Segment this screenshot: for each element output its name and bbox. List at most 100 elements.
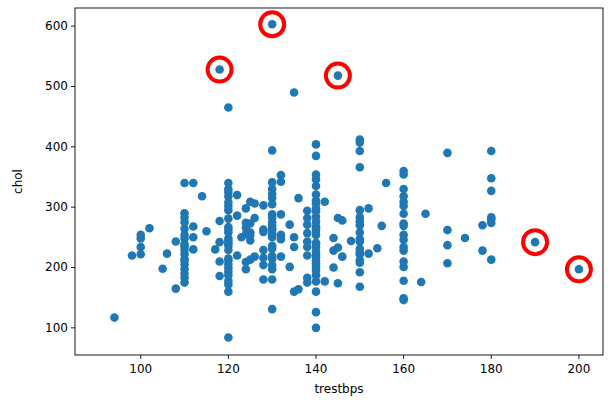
point bbox=[268, 146, 277, 155]
point bbox=[189, 245, 198, 254]
point bbox=[277, 171, 286, 180]
point bbox=[364, 204, 373, 213]
point bbox=[303, 237, 312, 246]
y-tick bbox=[71, 207, 75, 208]
point bbox=[268, 210, 277, 219]
point bbox=[487, 174, 496, 183]
point bbox=[303, 229, 312, 238]
point bbox=[312, 140, 321, 149]
point bbox=[285, 263, 294, 272]
x-tick bbox=[315, 355, 316, 359]
point bbox=[189, 233, 198, 242]
point bbox=[487, 255, 496, 264]
point bbox=[224, 223, 233, 232]
point bbox=[180, 179, 189, 188]
highlight-ring bbox=[326, 64, 350, 88]
point bbox=[575, 265, 584, 274]
point bbox=[250, 252, 259, 261]
y-axis-label: chol bbox=[11, 169, 25, 194]
point bbox=[250, 214, 259, 223]
point bbox=[211, 245, 220, 254]
point bbox=[338, 216, 347, 225]
point bbox=[421, 209, 430, 218]
point bbox=[443, 259, 452, 268]
x-tick bbox=[578, 355, 579, 359]
point bbox=[215, 65, 224, 74]
point bbox=[478, 221, 487, 230]
data-group bbox=[110, 12, 591, 342]
point bbox=[329, 263, 338, 272]
point bbox=[215, 238, 224, 247]
point bbox=[277, 231, 286, 240]
point bbox=[215, 272, 224, 281]
point bbox=[290, 243, 299, 252]
point bbox=[215, 257, 224, 266]
point bbox=[250, 199, 259, 208]
point bbox=[364, 249, 373, 258]
point bbox=[399, 294, 408, 303]
point bbox=[294, 194, 303, 203]
point bbox=[329, 234, 338, 243]
y-tick-label: 600 bbox=[45, 19, 68, 33]
y-tick-label: 200 bbox=[45, 260, 68, 274]
point bbox=[145, 224, 154, 233]
point bbox=[338, 252, 347, 261]
series bbox=[110, 20, 583, 342]
point bbox=[356, 268, 365, 277]
chart: 100120140160180200100200300400500600tres… bbox=[0, 0, 613, 410]
point bbox=[163, 249, 172, 258]
point bbox=[399, 231, 408, 240]
point bbox=[312, 190, 321, 199]
x-axis-label: trestbps bbox=[314, 382, 363, 396]
point bbox=[373, 244, 382, 253]
point bbox=[259, 246, 268, 255]
point bbox=[356, 135, 365, 144]
point bbox=[259, 275, 268, 284]
point bbox=[312, 152, 321, 161]
point bbox=[158, 264, 167, 273]
point bbox=[312, 287, 321, 296]
point bbox=[399, 257, 408, 266]
point bbox=[180, 209, 189, 218]
y-tick-label: 400 bbox=[45, 140, 68, 154]
point bbox=[224, 103, 233, 112]
point bbox=[224, 333, 233, 342]
point bbox=[171, 284, 180, 293]
point bbox=[277, 210, 286, 219]
point bbox=[312, 308, 321, 317]
point bbox=[334, 243, 343, 252]
point bbox=[320, 197, 329, 206]
point bbox=[478, 246, 487, 255]
y-tick bbox=[71, 26, 75, 27]
point bbox=[356, 147, 365, 156]
point bbox=[382, 179, 391, 188]
point bbox=[259, 225, 268, 234]
point bbox=[259, 254, 268, 263]
point bbox=[171, 237, 180, 246]
point bbox=[268, 241, 277, 250]
point bbox=[443, 241, 452, 250]
point bbox=[487, 147, 496, 156]
y-tick bbox=[71, 86, 75, 87]
plot-frame bbox=[75, 8, 603, 355]
y-tick bbox=[71, 327, 75, 328]
point bbox=[136, 243, 145, 252]
point bbox=[356, 283, 365, 292]
point bbox=[233, 251, 242, 260]
x-tick-label: 120 bbox=[217, 362, 240, 376]
point bbox=[110, 313, 119, 322]
point bbox=[399, 209, 408, 218]
point bbox=[268, 178, 277, 187]
point bbox=[312, 324, 321, 333]
highlight-ring bbox=[567, 257, 591, 281]
point bbox=[189, 179, 198, 188]
point bbox=[312, 238, 321, 247]
y-tick bbox=[71, 146, 75, 147]
point bbox=[277, 252, 286, 261]
point bbox=[399, 219, 408, 228]
x-tick bbox=[140, 355, 141, 359]
point bbox=[136, 231, 145, 240]
point bbox=[303, 251, 312, 260]
x-tick-label: 140 bbox=[305, 362, 328, 376]
point bbox=[189, 222, 198, 231]
